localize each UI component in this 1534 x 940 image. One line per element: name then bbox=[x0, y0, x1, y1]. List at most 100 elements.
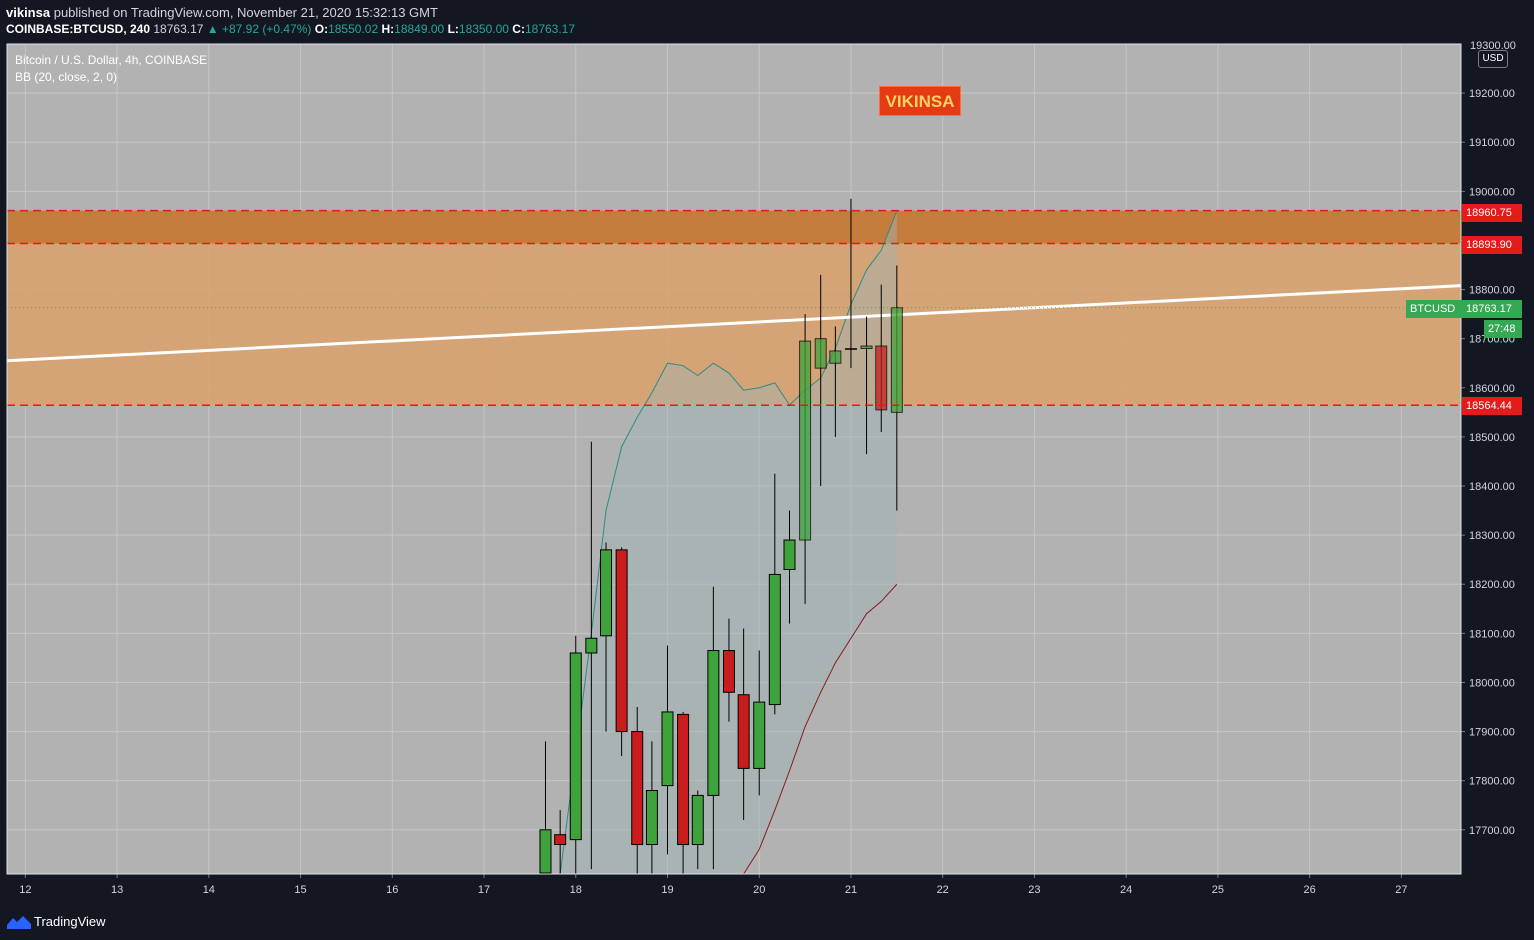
candle bbox=[661, 645, 674, 855]
support-tag: 18564.44 bbox=[1462, 397, 1522, 415]
time-tick-label: 15 bbox=[294, 884, 306, 896]
indicator-label[interactable]: BB (20, close, 2, 0) bbox=[15, 70, 118, 84]
high-label: H: bbox=[381, 22, 395, 36]
trendline[interactable] bbox=[6, 284, 1462, 363]
time-tick-label: 18 bbox=[570, 884, 582, 896]
time-tick-label: 27 bbox=[1395, 884, 1407, 896]
tradingview-brand[interactable]: TradingView bbox=[34, 914, 106, 929]
grid bbox=[7, 43, 1461, 874]
candle-body bbox=[554, 834, 567, 846]
candle-body bbox=[585, 637, 598, 654]
open-label: O: bbox=[314, 22, 329, 36]
close-label: C: bbox=[512, 22, 525, 36]
candle-body bbox=[645, 790, 658, 846]
bollinger-lower-line bbox=[743, 583, 898, 875]
time-tick-label: 26 bbox=[1304, 884, 1316, 896]
close-value: 18763.17 bbox=[524, 22, 576, 36]
candle bbox=[645, 741, 658, 874]
candle bbox=[875, 284, 888, 432]
open-value: 18550.02 bbox=[328, 22, 379, 36]
candle bbox=[539, 741, 552, 874]
candle-body bbox=[631, 731, 644, 846]
plot-border bbox=[6, 43, 1462, 875]
time-axis[interactable]: 12 13 14 15 16 17 18 19 20 21 22 23 24 25 26 27 bbox=[19, 874, 1407, 896]
plot-background bbox=[7, 44, 1461, 874]
price-tick-label: 19100.00 bbox=[1469, 137, 1515, 149]
price-axis[interactable]: 17700.00 17800.00 17900.00 18000.00 18100.00… bbox=[1461, 88, 1515, 837]
candle bbox=[829, 326, 842, 437]
candle-body bbox=[722, 650, 735, 693]
zone-lines[interactable] bbox=[7, 209, 1461, 407]
time-tick-label: 21 bbox=[845, 884, 857, 896]
candle bbox=[615, 547, 628, 757]
price-tick-label: 18100.00 bbox=[1469, 628, 1515, 640]
bollinger-fill bbox=[560, 210, 897, 875]
symbol-name-tag: BTCUSD bbox=[1406, 300, 1462, 318]
candle-body bbox=[799, 340, 812, 541]
candle bbox=[569, 635, 582, 874]
candle-body bbox=[875, 345, 888, 411]
candle bbox=[768, 473, 781, 715]
currency-badge[interactable]: USD bbox=[1478, 50, 1508, 68]
publish-info: vikinsa published on TradingView.com, No… bbox=[6, 5, 438, 20]
price-zones bbox=[7, 210, 1461, 406]
price-tick-label: 18400.00 bbox=[1469, 481, 1515, 493]
candle-body bbox=[600, 549, 613, 637]
price-tick-label: 19000.00 bbox=[1469, 186, 1515, 198]
candle-body bbox=[783, 539, 796, 571]
bollinger-bands bbox=[559, 210, 898, 875]
publish-text: published on TradingView.com, November 2… bbox=[53, 5, 438, 20]
price-tick-label: 18600.00 bbox=[1469, 383, 1515, 395]
price-axis-background[interactable] bbox=[1461, 42, 1534, 903]
author-watermark: VIKINSA bbox=[879, 86, 961, 116]
candle bbox=[753, 650, 766, 796]
time-tick-label: 16 bbox=[386, 884, 398, 896]
candle bbox=[707, 586, 720, 870]
candle-body bbox=[707, 650, 720, 796]
last-price: 18763.17 bbox=[153, 22, 204, 36]
candle-body bbox=[737, 694, 750, 769]
candle-body bbox=[661, 711, 674, 787]
tradingview-logo-icon[interactable] bbox=[7, 915, 31, 929]
time-tick-label: 23 bbox=[1028, 884, 1040, 896]
candle bbox=[844, 198, 857, 369]
low-value: 18350.00 bbox=[458, 22, 509, 36]
bollinger-upper-line bbox=[559, 210, 898, 875]
ohlc-line: COINBASE:BTCUSD, 240 18763.17 ▲ +87.92 (… bbox=[6, 22, 575, 36]
low-label: L: bbox=[447, 22, 459, 36]
candle bbox=[737, 628, 750, 820]
candle bbox=[677, 711, 690, 874]
price-tick-label: 18800.00 bbox=[1469, 285, 1515, 297]
candle-body bbox=[569, 652, 582, 841]
time-axis-background[interactable] bbox=[0, 874, 1461, 903]
publisher-name[interactable]: vikinsa bbox=[6, 5, 51, 20]
candle-body bbox=[753, 701, 766, 769]
price-tick-label: 17800.00 bbox=[1469, 776, 1515, 788]
price-chart[interactable]: 17700.00 17800.00 17900.00 18000.00 18100.00… bbox=[0, 0, 1534, 903]
resistance-zone bbox=[7, 210, 1461, 244]
price-tick-label: 17700.00 bbox=[1469, 825, 1515, 837]
candle bbox=[600, 542, 613, 732]
time-tick-label: 19 bbox=[661, 884, 673, 896]
price-tick-label: 18200.00 bbox=[1469, 579, 1515, 591]
candles bbox=[539, 198, 903, 874]
candle-body bbox=[677, 713, 690, 846]
resistance-bottom-tag: 18893.90 bbox=[1462, 236, 1522, 254]
resistance-top-tag: 18960.75 bbox=[1462, 204, 1522, 222]
time-tick-label: 25 bbox=[1212, 884, 1224, 896]
top-price-label: 19300.00 bbox=[1470, 40, 1516, 52]
candle bbox=[722, 618, 735, 722]
price-tick-label: 18000.00 bbox=[1469, 677, 1515, 689]
candle-body bbox=[890, 307, 903, 413]
price-tick-label: 18500.00 bbox=[1469, 432, 1515, 444]
candle-body bbox=[829, 350, 842, 364]
time-tick-label: 22 bbox=[937, 884, 949, 896]
left-margin bbox=[0, 42, 7, 874]
candle bbox=[783, 510, 796, 624]
candle-body bbox=[860, 345, 873, 349]
price-tick-label: 19200.00 bbox=[1469, 88, 1515, 100]
candle-body bbox=[539, 829, 552, 874]
candle bbox=[814, 274, 827, 487]
candle bbox=[799, 314, 812, 604]
time-tick-label: 20 bbox=[753, 884, 765, 896]
